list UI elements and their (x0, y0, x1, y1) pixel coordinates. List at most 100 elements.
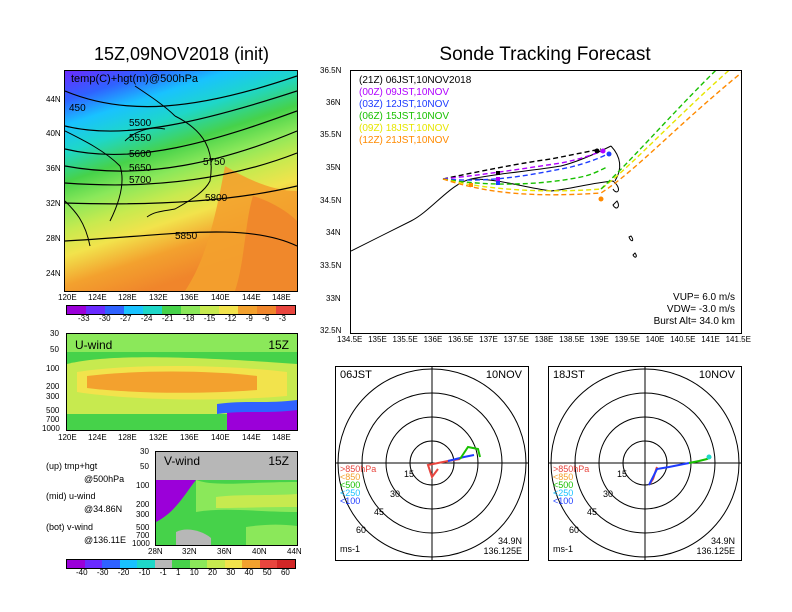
u-wind-panel: U-wind 15Z (66, 333, 298, 431)
track-legend: (21Z) 06JST,10NOV2018 (00Z) 09JST,10NOV … (359, 75, 471, 147)
r-lon-tick: 137E (479, 335, 498, 344)
hodo1-ring-30: 30 (390, 489, 401, 499)
r-lon-tick: 136.5E (448, 335, 474, 344)
wind-scale-label: 60 (280, 568, 290, 577)
hodograph-18jst-svg (549, 367, 741, 560)
hodo2-level: >850hPa (553, 464, 590, 474)
temp-scale-label: -18 (182, 314, 195, 323)
temp-scale-label: -24 (140, 314, 153, 323)
r-lon-tick: 138.5E (559, 335, 585, 344)
v-wind-svg (156, 452, 297, 545)
right-title: Sonde Tracking Forecast (439, 44, 651, 65)
lon-tick-148e: 148E (272, 433, 291, 442)
lat-tick-32n: 32N (46, 199, 61, 208)
contour-5600: 5600 (129, 149, 152, 160)
hodo1-level: >850hPa (340, 464, 377, 474)
map-label: temp(C)+hgt(m)@500hPa (71, 73, 199, 85)
p-tick-50: 50 (50, 345, 59, 354)
hodo1-lon: 136.125E (483, 546, 522, 556)
r-lat-tick: 32.5N (320, 326, 342, 335)
r-lat-tick: 33.5N (320, 261, 342, 270)
hodograph-18jst: 18JST 10NOV 15 30 45 60 >850hPa <850 <50… (548, 366, 742, 561)
r-lon-ticks: 134.5E 135E 135.5E 136E 136.5E 137E 137.… (337, 335, 751, 344)
r-lat-tick: 35.5N (320, 130, 342, 139)
lon-tick-132e: 132E (149, 293, 168, 302)
track-legend-06z: (06Z) 15JST,10NOV (359, 111, 450, 122)
hodo1-lat: 34.9N (497, 536, 522, 546)
contour-450: 450 (69, 103, 86, 114)
wind-scale-label: 50 (262, 568, 272, 577)
r-lat-tick: 34N (326, 228, 341, 237)
hodo1-ring-45: 45 (374, 507, 385, 517)
vdw-text: VDW= -3.0 m/s (666, 304, 735, 315)
track-legend-03z: (03Z) 12JST,10NOV (359, 99, 450, 110)
v-lat-tick: 32N (182, 547, 197, 556)
legend-bot-level: @136.11E (84, 535, 126, 545)
hodo2-ring-15: 15 (617, 469, 628, 479)
lat-tick-28n: 28N (46, 234, 61, 243)
r-lon-tick: 135E (368, 335, 387, 344)
legend-mid-tag: (mid) (46, 491, 67, 501)
left-title: 15Z,09NOV2018 (init) (93, 44, 270, 64)
hodo2-lon: 136.125E (696, 546, 735, 556)
lon-tick-124e: 124E (88, 293, 107, 302)
track-legend-09z: (09Z) 18JST,10NOV (359, 123, 450, 134)
legend-up-level: @500hPa (84, 474, 125, 484)
wind-scale: -40 -30 -20 -10 -1 1 10 20 30 40 50 60 (76, 568, 290, 577)
p-tick-700: 700 (46, 415, 60, 424)
hodo2-ring-60: 60 (569, 525, 580, 535)
v-wind-time: 15Z (268, 454, 289, 468)
hodo1-ring-15: 15 (404, 469, 415, 479)
hodo1-level: <850 (340, 472, 361, 482)
lon-tick-140e: 140E (211, 293, 230, 302)
lon-tick-140e: 140E (211, 433, 230, 442)
r-lon-tick: 140.5E (670, 335, 696, 344)
hodograph-06jst-svg (336, 367, 528, 560)
r-lon-tick: 140E (645, 335, 665, 344)
r-lon-tick: 136E (423, 335, 443, 344)
temp-height-map: temp(C)+hgt(m)@500hPa 450 5500 5550 5600… (64, 70, 298, 292)
temp-scale-label: -30 (98, 314, 111, 323)
v-wind-panel: V-wind 15Z (155, 451, 298, 546)
r-lon-tick: 139E (590, 335, 609, 344)
wind-colorbar (66, 559, 296, 569)
lon-tick-136e: 136E (180, 433, 199, 442)
r-lon-tick: 134.5E (337, 335, 363, 344)
wind-scale-label: 20 (208, 568, 217, 577)
hodo2-level: <250 (553, 488, 574, 498)
hodo2-ring-30: 30 (603, 489, 614, 499)
contour-5550: 5550 (129, 133, 152, 144)
temp-scale-label: -15 (203, 314, 216, 323)
hodo2-units: ms-1 (553, 544, 573, 554)
p-tick-1000: 1000 (132, 539, 150, 548)
wind-scale-label: -30 (96, 568, 109, 577)
r-lat-tick: 33N (326, 294, 341, 303)
lon-tick-148e: 148E (272, 293, 291, 302)
contour-5750: 5750 (203, 157, 226, 168)
wind-scale-label: 30 (226, 568, 236, 577)
r-lon-tick: 141E (701, 335, 720, 344)
hodo1-level: <250 (340, 488, 361, 498)
p-tick-50: 50 (140, 462, 149, 471)
p-tick-200: 200 (46, 382, 60, 391)
lat-tick-44n: 44N (46, 95, 61, 104)
wind-scale-label: -20 (117, 568, 130, 577)
temp-height-map-svg (65, 71, 297, 291)
v-lat-tick: 44N (287, 547, 302, 556)
legend-mid-desc: u-wind (69, 491, 96, 501)
p-tick-300: 300 (46, 392, 60, 401)
track-legend-00z: (00Z) 09JST,10NOV (359, 87, 450, 98)
track-legend-12z: (12Z) 21JST,10NOV (359, 135, 450, 146)
u-wind-svg (67, 334, 297, 430)
p-tick-100: 100 (136, 481, 150, 490)
temp-scale-label: -3 (278, 314, 286, 323)
wind-scale-label: 10 (189, 568, 199, 577)
v-lat-tick: 40N (252, 547, 267, 556)
r-lon-tick: 139.5E (614, 335, 640, 344)
sonde-track-svg (351, 71, 741, 258)
legend-bot-tag: (bot) (46, 522, 65, 532)
p-tick-300: 300 (136, 510, 150, 519)
temp-scale-label: -9 (245, 314, 253, 323)
vup-text: VUP= 6.0 m/s (673, 292, 735, 303)
lon-tick-144e: 144E (242, 433, 261, 442)
